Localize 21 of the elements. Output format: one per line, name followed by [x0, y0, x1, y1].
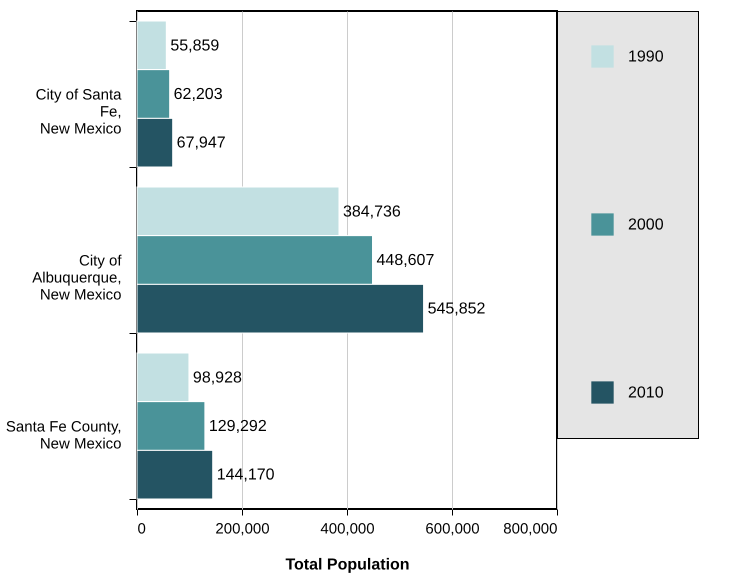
legend-label: 2000 — [628, 216, 664, 234]
data-label: 67,947 — [176, 134, 226, 152]
data-label: 98,928 — [192, 369, 242, 386]
x-tick-label: 200,000 — [215, 520, 270, 538]
x-axis-title: Total Population — [285, 556, 410, 574]
data-label: 62,203 — [174, 86, 223, 103]
data-label: 545,852 — [428, 300, 486, 318]
y-tick-label: Santa Fe County, New Mexico — [6, 418, 122, 452]
data-label: 55,859 — [170, 37, 220, 54]
y-tick-label: City of Albuquerque, New Mexico — [32, 252, 122, 304]
legend-label: 1990 — [628, 48, 664, 66]
legend-label: 2010 — [628, 384, 664, 402]
data-label: 129,292 — [208, 418, 267, 435]
data-label: 144,170 — [216, 466, 275, 484]
x-tick-label: 800,000 — [503, 520, 558, 538]
data-label: 384,736 — [342, 203, 401, 220]
x-tick-label: 0 — [138, 520, 146, 538]
x-tick-label: 400,000 — [320, 520, 375, 538]
y-tick-label: City of Santa Fe, New Mexico — [36, 86, 122, 138]
x-tick-label: 600,000 — [425, 520, 480, 538]
data-label: 448,607 — [376, 252, 434, 269]
